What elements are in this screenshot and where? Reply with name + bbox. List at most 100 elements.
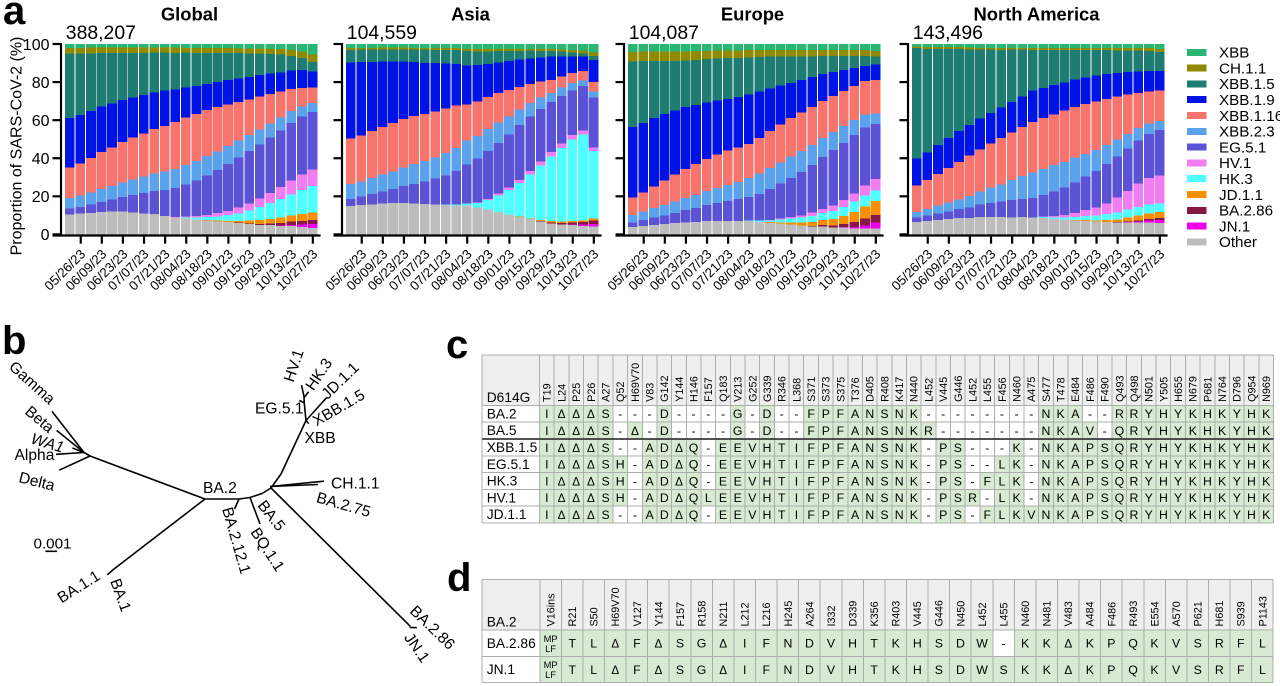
svg-text:V: V bbox=[827, 637, 836, 651]
svg-text:Q183: Q183 bbox=[718, 375, 730, 401]
svg-text:-: - bbox=[1000, 407, 1004, 421]
svg-text:Δ: Δ bbox=[675, 459, 683, 472]
svg-text:V445: V445 bbox=[938, 377, 950, 402]
svg-text:R493: R493 bbox=[1128, 601, 1140, 627]
svg-text:XBB: XBB bbox=[1219, 45, 1249, 62]
svg-text:CH.1.1: CH.1.1 bbox=[1219, 60, 1266, 77]
svg-text:N: N bbox=[895, 424, 904, 438]
svg-text:-: - bbox=[721, 407, 725, 421]
svg-text:K: K bbox=[1056, 458, 1065, 472]
svg-text:P25: P25 bbox=[571, 383, 583, 402]
svg-text:A: A bbox=[645, 508, 654, 522]
svg-text:F: F bbox=[837, 508, 845, 522]
svg-text:F: F bbox=[807, 508, 815, 522]
svg-text:Δ: Δ bbox=[558, 492, 566, 505]
svg-text:K: K bbox=[1218, 424, 1227, 438]
svg-text:EG.5.1: EG.5.1 bbox=[487, 457, 530, 472]
svg-text:388,207: 388,207 bbox=[66, 22, 136, 44]
svg-text:D: D bbox=[660, 407, 669, 421]
svg-text:-: - bbox=[721, 424, 725, 438]
svg-text:BA.2.12.1: BA.2.12.1 bbox=[218, 505, 253, 576]
svg-text:H: H bbox=[1247, 508, 1256, 522]
svg-text:K: K bbox=[1262, 508, 1271, 522]
svg-text:N: N bbox=[783, 663, 792, 677]
svg-text:F: F bbox=[807, 491, 815, 505]
svg-text:-: - bbox=[633, 474, 637, 488]
svg-text:K: K bbox=[1086, 637, 1095, 651]
svg-text:Δ: Δ bbox=[572, 492, 580, 505]
svg-text:A27: A27 bbox=[600, 383, 612, 402]
svg-text:K: K bbox=[892, 637, 901, 651]
svg-text:K: K bbox=[910, 424, 919, 438]
svg-text:D: D bbox=[763, 407, 772, 421]
svg-text:A: A bbox=[1071, 491, 1080, 505]
svg-text:K417: K417 bbox=[894, 377, 906, 402]
svg-text:T: T bbox=[778, 474, 786, 488]
svg-text:H: H bbox=[1203, 407, 1212, 421]
svg-text:H: H bbox=[1247, 441, 1256, 455]
svg-text:HK.3: HK.3 bbox=[1219, 171, 1253, 188]
svg-text:A: A bbox=[645, 458, 654, 472]
svg-text:Y: Y bbox=[1233, 458, 1241, 472]
svg-text:T19: T19 bbox=[542, 383, 554, 402]
svg-text:Y: Y bbox=[1174, 491, 1182, 505]
svg-text:S371: S371 bbox=[806, 377, 818, 402]
svg-text:N: N bbox=[895, 508, 904, 522]
svg-text:40: 40 bbox=[32, 151, 50, 168]
svg-text:-: - bbox=[1000, 424, 1004, 438]
svg-text:H: H bbox=[1247, 407, 1256, 421]
svg-text:N: N bbox=[1042, 424, 1051, 438]
svg-text:I: I bbox=[545, 458, 548, 472]
svg-text:Δ: Δ bbox=[572, 442, 580, 455]
svg-text:H: H bbox=[1247, 474, 1256, 488]
svg-text:K: K bbox=[1056, 491, 1065, 505]
svg-text:A: A bbox=[851, 491, 860, 505]
svg-text:-: - bbox=[633, 441, 637, 455]
svg-text:K: K bbox=[1056, 424, 1065, 438]
svg-text:I: I bbox=[545, 407, 548, 421]
svg-text:HV.1: HV.1 bbox=[487, 490, 516, 505]
svg-text:-: - bbox=[1029, 474, 1033, 488]
svg-text:Δ: Δ bbox=[572, 425, 580, 438]
svg-text:K: K bbox=[1189, 407, 1198, 421]
svg-text:I: I bbox=[545, 508, 548, 522]
svg-text:K: K bbox=[1043, 663, 1052, 677]
svg-text:S50: S50 bbox=[589, 607, 601, 626]
svg-text:Y: Y bbox=[1145, 407, 1153, 421]
svg-text:K: K bbox=[1262, 424, 1271, 438]
svg-text:Q: Q bbox=[1115, 424, 1125, 438]
svg-text:L216: L216 bbox=[761, 602, 773, 626]
svg-text:Δ: Δ bbox=[631, 425, 639, 438]
svg-text:H655: H655 bbox=[1173, 376, 1185, 402]
svg-text:H146: H146 bbox=[689, 376, 701, 402]
svg-text:Delta: Delta bbox=[17, 469, 57, 494]
svg-text:S: S bbox=[1101, 474, 1109, 488]
svg-text:K: K bbox=[1086, 663, 1095, 677]
svg-text:Δ: Δ bbox=[572, 459, 580, 472]
svg-text:BA.2.75: BA.2.75 bbox=[314, 490, 372, 522]
svg-text:Q: Q bbox=[1115, 491, 1125, 505]
svg-text:-: - bbox=[692, 407, 696, 421]
svg-text:F: F bbox=[837, 441, 845, 455]
svg-text:Y: Y bbox=[1145, 424, 1153, 438]
svg-text:G: G bbox=[697, 637, 707, 651]
svg-text:Y: Y bbox=[1233, 407, 1241, 421]
svg-text:H: H bbox=[1159, 474, 1168, 488]
svg-text:A: A bbox=[645, 474, 654, 488]
svg-text:H: H bbox=[1203, 441, 1212, 455]
svg-text:A570: A570 bbox=[1171, 601, 1183, 626]
svg-text:60: 60 bbox=[32, 113, 50, 130]
svg-text:Q: Q bbox=[689, 458, 699, 472]
svg-text:K: K bbox=[1262, 474, 1271, 488]
svg-text:-: - bbox=[618, 407, 622, 421]
svg-text:T: T bbox=[870, 663, 878, 677]
svg-text:-: - bbox=[706, 474, 710, 488]
svg-text:S: S bbox=[935, 663, 943, 677]
svg-text:R: R bbox=[1215, 637, 1224, 651]
svg-text:-: - bbox=[971, 508, 975, 522]
svg-text:L212: L212 bbox=[740, 602, 752, 626]
svg-text:H: H bbox=[1203, 424, 1212, 438]
svg-text:F: F bbox=[837, 474, 845, 488]
svg-text:R158: R158 bbox=[696, 601, 708, 627]
svg-text:-: - bbox=[926, 407, 930, 421]
